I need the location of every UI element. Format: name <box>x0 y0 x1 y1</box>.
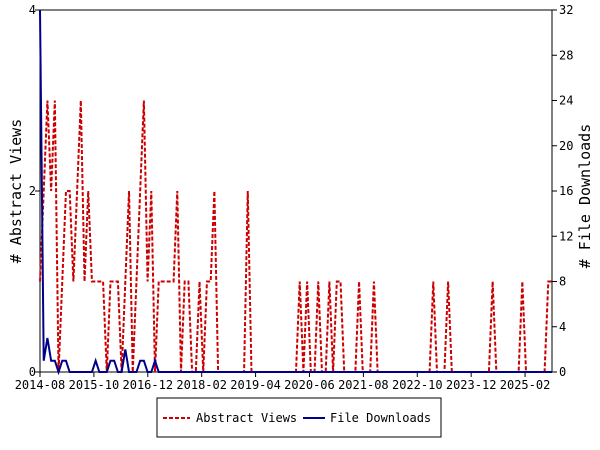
y-left-tick-label: 2 <box>29 184 36 198</box>
y-right-tick-label: 24 <box>559 94 573 108</box>
y-axis-right: 0 4 8 12 16 20 24 28 32 <box>552 3 573 379</box>
plot-area <box>39 9 553 373</box>
x-tick-label: 2014-08 <box>15 378 66 392</box>
x-tick-label: 2016-12 <box>123 378 174 392</box>
legend-label-file-downloads: File Downloads <box>330 411 431 425</box>
x-tick-label: 2022-10 <box>392 378 443 392</box>
y-right-tick-label: 12 <box>559 229 573 243</box>
legend-label-abstract-views: Abstract Views <box>196 411 297 425</box>
y-right-tick-label: 32 <box>559 3 573 17</box>
y-axis-left-title: # Abstract Views <box>7 119 25 264</box>
x-tick-label: 2018-02 <box>176 378 227 392</box>
y-right-tick-label: 0 <box>559 365 566 379</box>
y-right-tick-label: 20 <box>559 139 573 153</box>
x-tick-label: 2023-12 <box>446 378 497 392</box>
series-layer <box>39 9 552 376</box>
x-axis: 2014-08 2015-10 2016-12 2018-02 2019-04 2020-… <box>15 372 551 392</box>
x-tick-label: 2015-10 <box>69 378 120 392</box>
y-axis-right-title: # File Downloads <box>576 124 594 269</box>
x-tick-label: 2020-06 <box>284 378 335 392</box>
legend-box <box>156 397 442 438</box>
legend: Abstract Views File Downloads <box>156 397 442 438</box>
y-right-tick-label: 8 <box>559 275 566 289</box>
y-right-tick-label: 28 <box>559 48 573 62</box>
x-tick-label: 2021-08 <box>338 378 389 392</box>
y-right-tick-label: 16 <box>559 184 573 198</box>
y-axis-left: 0 2 4 <box>29 3 40 379</box>
y-left-tick-label: 0 <box>29 365 36 379</box>
series-line-file-downloads <box>39 9 552 376</box>
y-left-tick-label: 4 <box>29 3 36 17</box>
x-tick-label: 2025-02 <box>500 378 551 392</box>
y-right-tick-label: 4 <box>559 320 566 334</box>
x-tick-label: 2019-04 <box>230 378 281 392</box>
